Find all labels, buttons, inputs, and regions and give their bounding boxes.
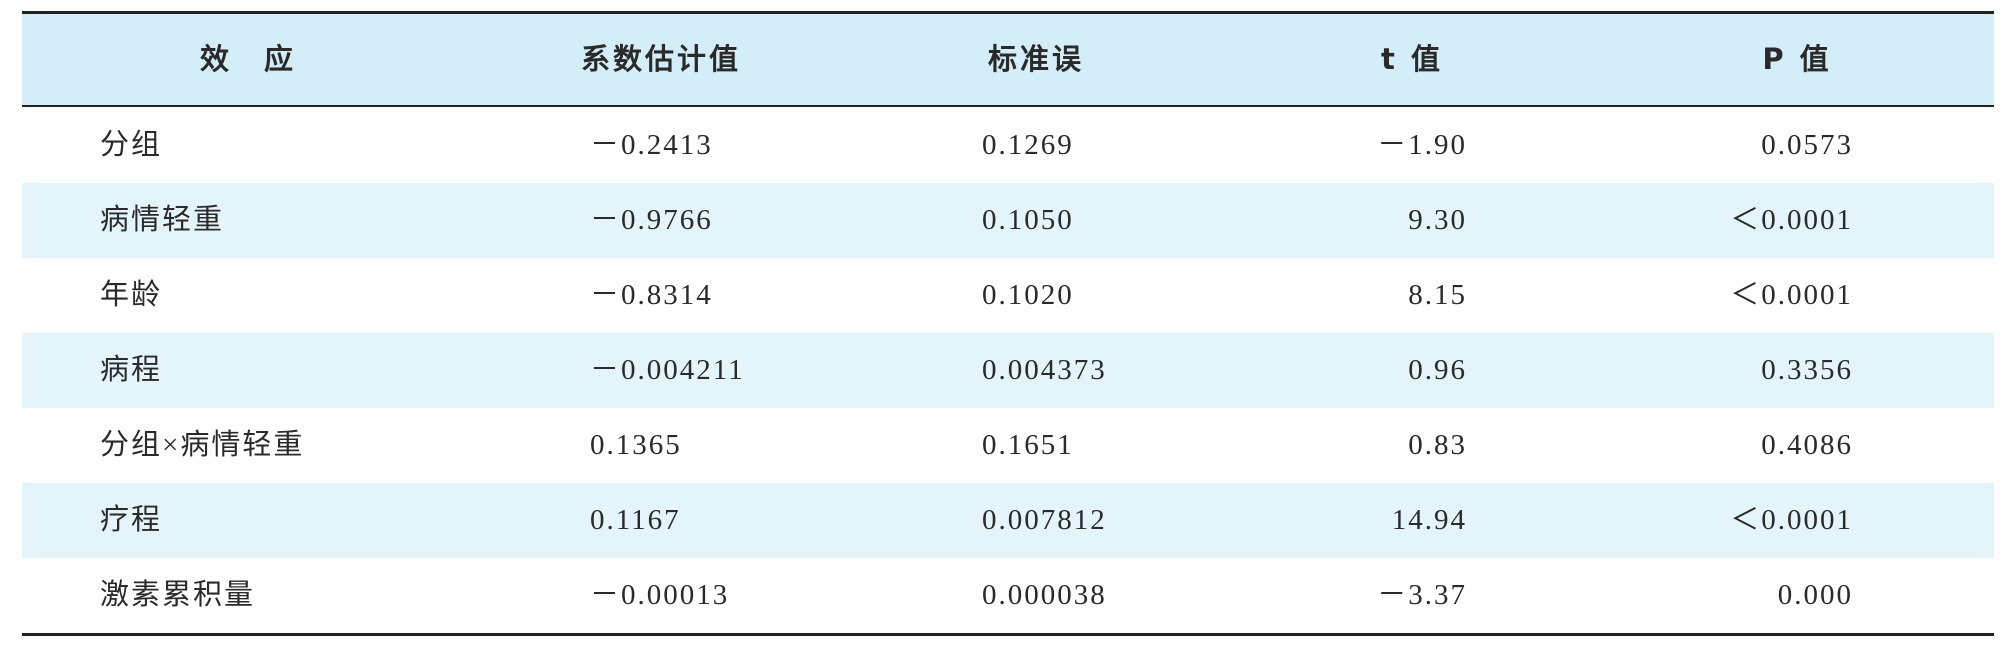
table-cell: 分组 — [100, 129, 163, 161]
table-cell: －0.00013 — [590, 579, 730, 611]
header-rule — [22, 105, 1994, 107]
table-cell: ＜0.0001 — [1730, 279, 1853, 311]
table-cell: 0.1269 — [982, 129, 1074, 161]
table-cell: 9.30 — [1408, 204, 1467, 236]
table-cell: ＜0.0001 — [1730, 504, 1853, 536]
table-cell: 0.1365 — [590, 429, 682, 461]
table-cell: 0.004373 — [982, 354, 1107, 386]
header-cell: 系数估计值 — [580, 42, 741, 76]
table-cell: 0.000038 — [982, 579, 1107, 611]
table-cell: －0.8314 — [590, 279, 713, 311]
row-stripe — [22, 183, 1994, 258]
table-cell: 0.1050 — [982, 204, 1074, 236]
table-cell: 0.1020 — [982, 279, 1074, 311]
table-cell: 年龄 — [100, 279, 163, 311]
header-cell: 效 应 — [199, 42, 296, 76]
table-cell: 14.94 — [1391, 504, 1467, 536]
table-cell: －0.9766 — [590, 204, 713, 236]
table-cell: 0.0573 — [1761, 129, 1853, 161]
table-cell: －1.90 — [1377, 129, 1467, 161]
table-cell: 0.96 — [1408, 354, 1467, 386]
table-cell: 0.1167 — [590, 504, 681, 536]
row-stripe — [22, 483, 1994, 558]
table-cell: 0.3356 — [1761, 354, 1853, 386]
table-cell: 0.000 — [1777, 579, 1853, 611]
table-cell: －0.2413 — [590, 129, 713, 161]
row-stripe — [22, 333, 1994, 408]
top-rule — [22, 11, 1994, 14]
table-cell: 病情轻重 — [100, 204, 225, 236]
header-cell: 标准误 — [987, 42, 1084, 76]
table-cell: ＜0.0001 — [1730, 204, 1853, 236]
table-cell: 0.1651 — [982, 429, 1074, 461]
bottom-rule — [22, 633, 1994, 636]
table-cell: 8.15 — [1408, 279, 1467, 311]
table-cell: 0.007812 — [982, 504, 1107, 536]
table-cell: －3.37 — [1377, 579, 1467, 611]
table-cell: 分组×病情轻重 — [100, 429, 305, 461]
table-cell: 0.83 — [1408, 429, 1467, 461]
table-cell: 病程 — [100, 354, 163, 386]
header-cell: t 值 — [1381, 42, 1443, 76]
table-cell: 疗程 — [100, 504, 163, 536]
table-cell: －0.004211 — [590, 354, 745, 386]
header-cell: P 值 — [1762, 42, 1832, 76]
table-cell: 激素累积量 — [100, 579, 256, 611]
header-bg — [22, 13, 1994, 105]
table-cell: 0.4086 — [1761, 429, 1853, 461]
